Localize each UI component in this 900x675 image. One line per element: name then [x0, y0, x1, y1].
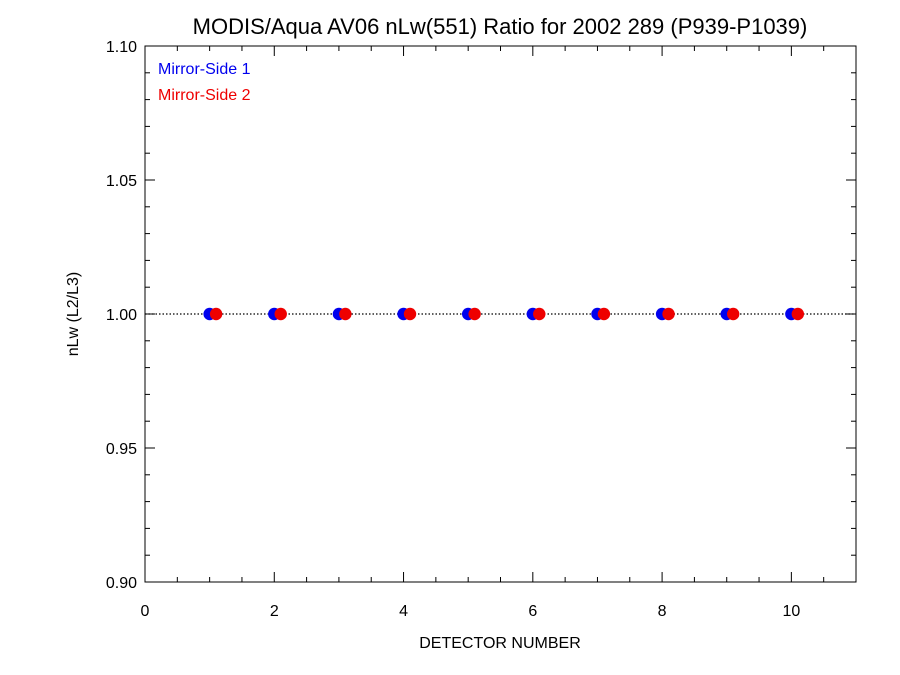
chart-title: MODIS/Aqua AV06 nLw(551) Ratio for 2002 …: [193, 14, 808, 39]
y-tick-label: 0.90: [106, 575, 137, 592]
point-mirror-side-2: [403, 307, 417, 321]
point-mirror-side-2: [339, 307, 352, 321]
x-tick-label: 0: [141, 603, 150, 620]
point-mirror-side-2: [791, 307, 805, 321]
point-mirror-side-2: [662, 307, 675, 321]
x-tick-label: 6: [528, 603, 537, 620]
y-tick-label: 1.10: [106, 39, 137, 56]
point-mirror-side-2: [597, 307, 611, 321]
y-tick-label: 1.00: [106, 307, 137, 324]
point-mirror-side-2: [533, 307, 546, 321]
point-mirror-side-2: [209, 307, 223, 321]
y-tick-label: 0.95: [106, 441, 137, 458]
legend-entry-mirror-side-2: Mirror-Side 2: [158, 87, 251, 104]
x-tick-label: 8: [658, 603, 667, 620]
point-mirror-side-2: [468, 307, 481, 321]
axis-ticks: [144, 45, 857, 583]
legend: Mirror-Side 1 Mirror-Side 2: [158, 61, 251, 104]
point-mirror-side-2: [726, 307, 740, 321]
legend-entry-mirror-side-1: Mirror-Side 1: [158, 61, 251, 78]
x-axis-label: DETECTOR NUMBER: [419, 635, 581, 652]
x-tick-label: 4: [399, 603, 408, 620]
point-mirror-side-2: [274, 307, 287, 321]
plot-frame: [144, 45, 857, 583]
data-points: [203, 307, 805, 321]
y-tick-label: 1.05: [106, 173, 137, 190]
y-axis-label: nLw (L2/L3): [65, 272, 82, 357]
axis-tick-labels: 0 2 4 6 8 10 0.90 0.95 1.00 1.05 1.10: [106, 39, 801, 620]
x-tick-label: 10: [782, 603, 800, 620]
x-tick-label: 2: [270, 603, 279, 620]
